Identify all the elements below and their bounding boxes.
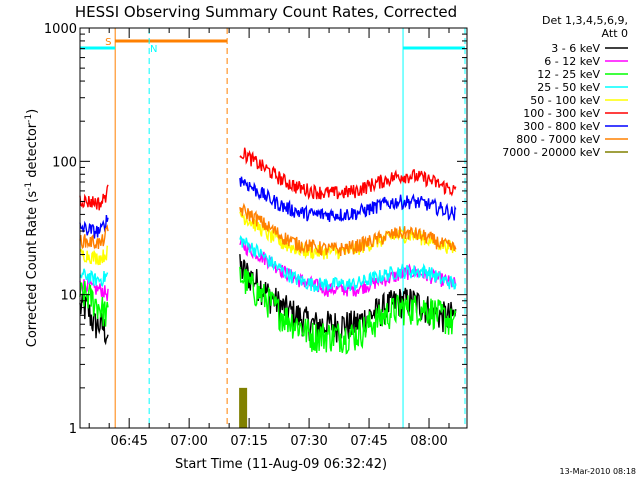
series-line-pre-7 xyxy=(79,224,109,250)
legend-label-8: 7000 - 20000 keV xyxy=(502,146,600,159)
y-tick-label-1: 10 xyxy=(60,289,77,304)
legend-label-1: 6 - 12 keV xyxy=(544,55,600,68)
x-tick-label-4: 07:45 xyxy=(350,434,387,449)
y-axis-label-part3: ) xyxy=(25,109,40,114)
y-axis-label: Corrected Count Rate (s-1 detector-1) xyxy=(24,109,40,347)
legend-label-0: 3 - 6 keV xyxy=(551,42,600,55)
series-line-pre-2 xyxy=(79,281,109,327)
legend-label-5: 100 - 300 keV xyxy=(523,107,600,120)
series-line-post-2 xyxy=(239,266,457,355)
y-tick-label-2: 100 xyxy=(52,155,77,170)
legend-label-7: 800 - 7000 keV xyxy=(516,133,600,146)
legend-label-2: 12 - 25 keV xyxy=(537,68,600,81)
x-tick-label-2: 07:15 xyxy=(230,434,267,449)
legend-label-4: 50 - 100 keV xyxy=(530,94,600,107)
x-tick-label-5: 08:00 xyxy=(410,434,447,449)
x-axis-label: Start Time (11-Aug-09 06:32:42) xyxy=(175,457,387,472)
series-line-pre-5 xyxy=(79,184,109,211)
x-tick-label-1: 07:00 xyxy=(170,434,207,449)
legend-header-line2: Att 0 xyxy=(602,27,628,40)
chart-title: HESSI Observing Summary Count Rates, Cor… xyxy=(75,3,457,21)
flag-label-0: S xyxy=(105,37,111,48)
y-axis-label-sup2: -1 xyxy=(24,114,34,123)
y-axis-label-part1: Corrected Count Rate (s xyxy=(25,191,40,348)
y-tick-label-0: 1 xyxy=(69,422,77,437)
legend-header-line1: Det 1,3,4,5,6,9, xyxy=(542,14,628,27)
plot-data-layer: SN xyxy=(79,28,466,428)
series-line-post-7 xyxy=(239,202,457,257)
y-axis-label-sup1: -1 xyxy=(24,182,34,191)
y-axis-label-part2: detector xyxy=(25,122,40,182)
attenuator-bar xyxy=(239,387,248,428)
series-line-post-6 xyxy=(239,176,457,223)
series-line-pre-6 xyxy=(79,215,109,239)
y-tick-label-3: 1000 xyxy=(44,22,77,37)
series-line-post-0 xyxy=(239,254,457,343)
x-tick-label-0: 06:45 xyxy=(110,434,147,449)
series-line-pre-3 xyxy=(79,268,109,287)
x-tick-label-3: 07:30 xyxy=(290,434,327,449)
legend-label-3: 25 - 50 keV xyxy=(537,81,600,94)
generation-timestamp: 13-Mar-2010 08:18 xyxy=(560,467,637,476)
legend-label-6: 300 - 800 keV xyxy=(523,120,600,133)
series-line-pre-4 xyxy=(79,245,109,266)
series-line-post-3 xyxy=(239,234,457,293)
series-line-post-5 xyxy=(239,147,457,201)
axes-layer: 1 10 100 1000 06:45 07:00 07:15 07:30 07:45 08:00 xyxy=(44,22,467,449)
flag-label-1: N xyxy=(150,44,157,55)
plot-frame xyxy=(79,27,468,429)
